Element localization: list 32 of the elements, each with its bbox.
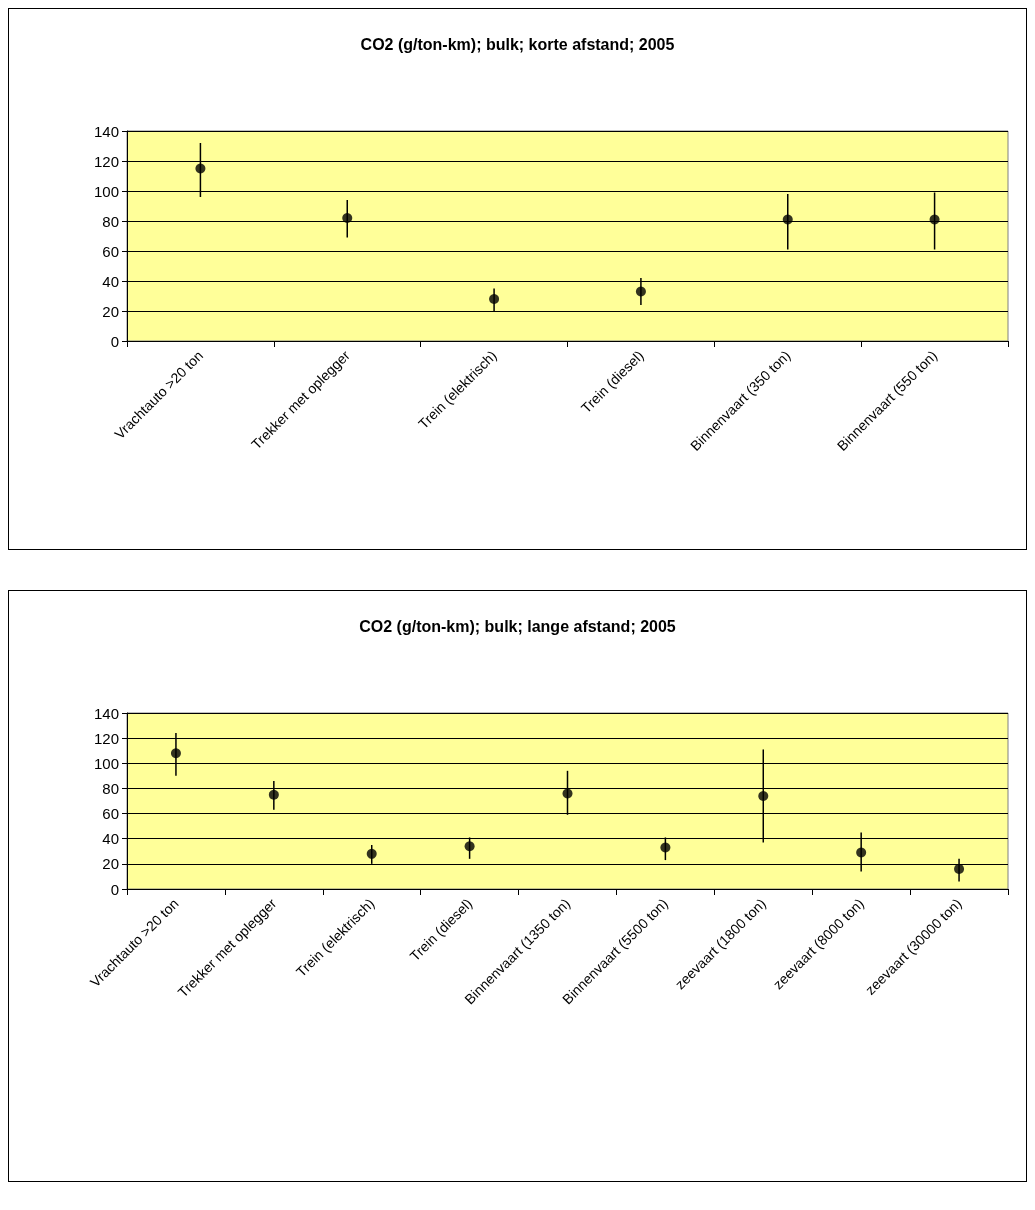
point (268, 789, 279, 800)
point (782, 214, 793, 225)
y-tick-label: 80 (102, 779, 119, 797)
chart-title: CO2 (g/ton-km); bulk; lange afstand; 2005 (359, 617, 676, 635)
y-tick-label: 0 (110, 332, 119, 350)
y-tick-label: 40 (102, 830, 119, 848)
y-tick-label: 100 (93, 182, 119, 200)
y-tick-label: 60 (102, 242, 119, 260)
point (929, 214, 940, 225)
point (170, 748, 181, 759)
y-tick-label: 120 (93, 729, 119, 747)
point (366, 848, 377, 859)
y-tick-label: 140 (93, 704, 119, 722)
point (758, 790, 769, 801)
point (489, 294, 500, 304)
point (195, 163, 206, 174)
y-tick-label: 80 (102, 212, 119, 230)
point (342, 213, 353, 223)
y-tick-label: 60 (102, 805, 119, 823)
y-tick-label: 20 (102, 855, 119, 873)
point (562, 788, 573, 799)
y-tick-label: 20 (102, 302, 119, 320)
point (660, 842, 671, 853)
y-tick-label: 40 (102, 272, 119, 290)
y-tick-label: 140 (93, 122, 119, 140)
y-tick-label: 100 (93, 754, 119, 772)
y-tick-label: 0 (110, 880, 119, 898)
point (464, 841, 475, 852)
point (856, 847, 867, 858)
y-tick-label: 120 (93, 152, 119, 170)
chart-title: CO2 (g/ton-km); bulk; korte afstand; 2005 (360, 35, 675, 53)
point (635, 286, 646, 297)
